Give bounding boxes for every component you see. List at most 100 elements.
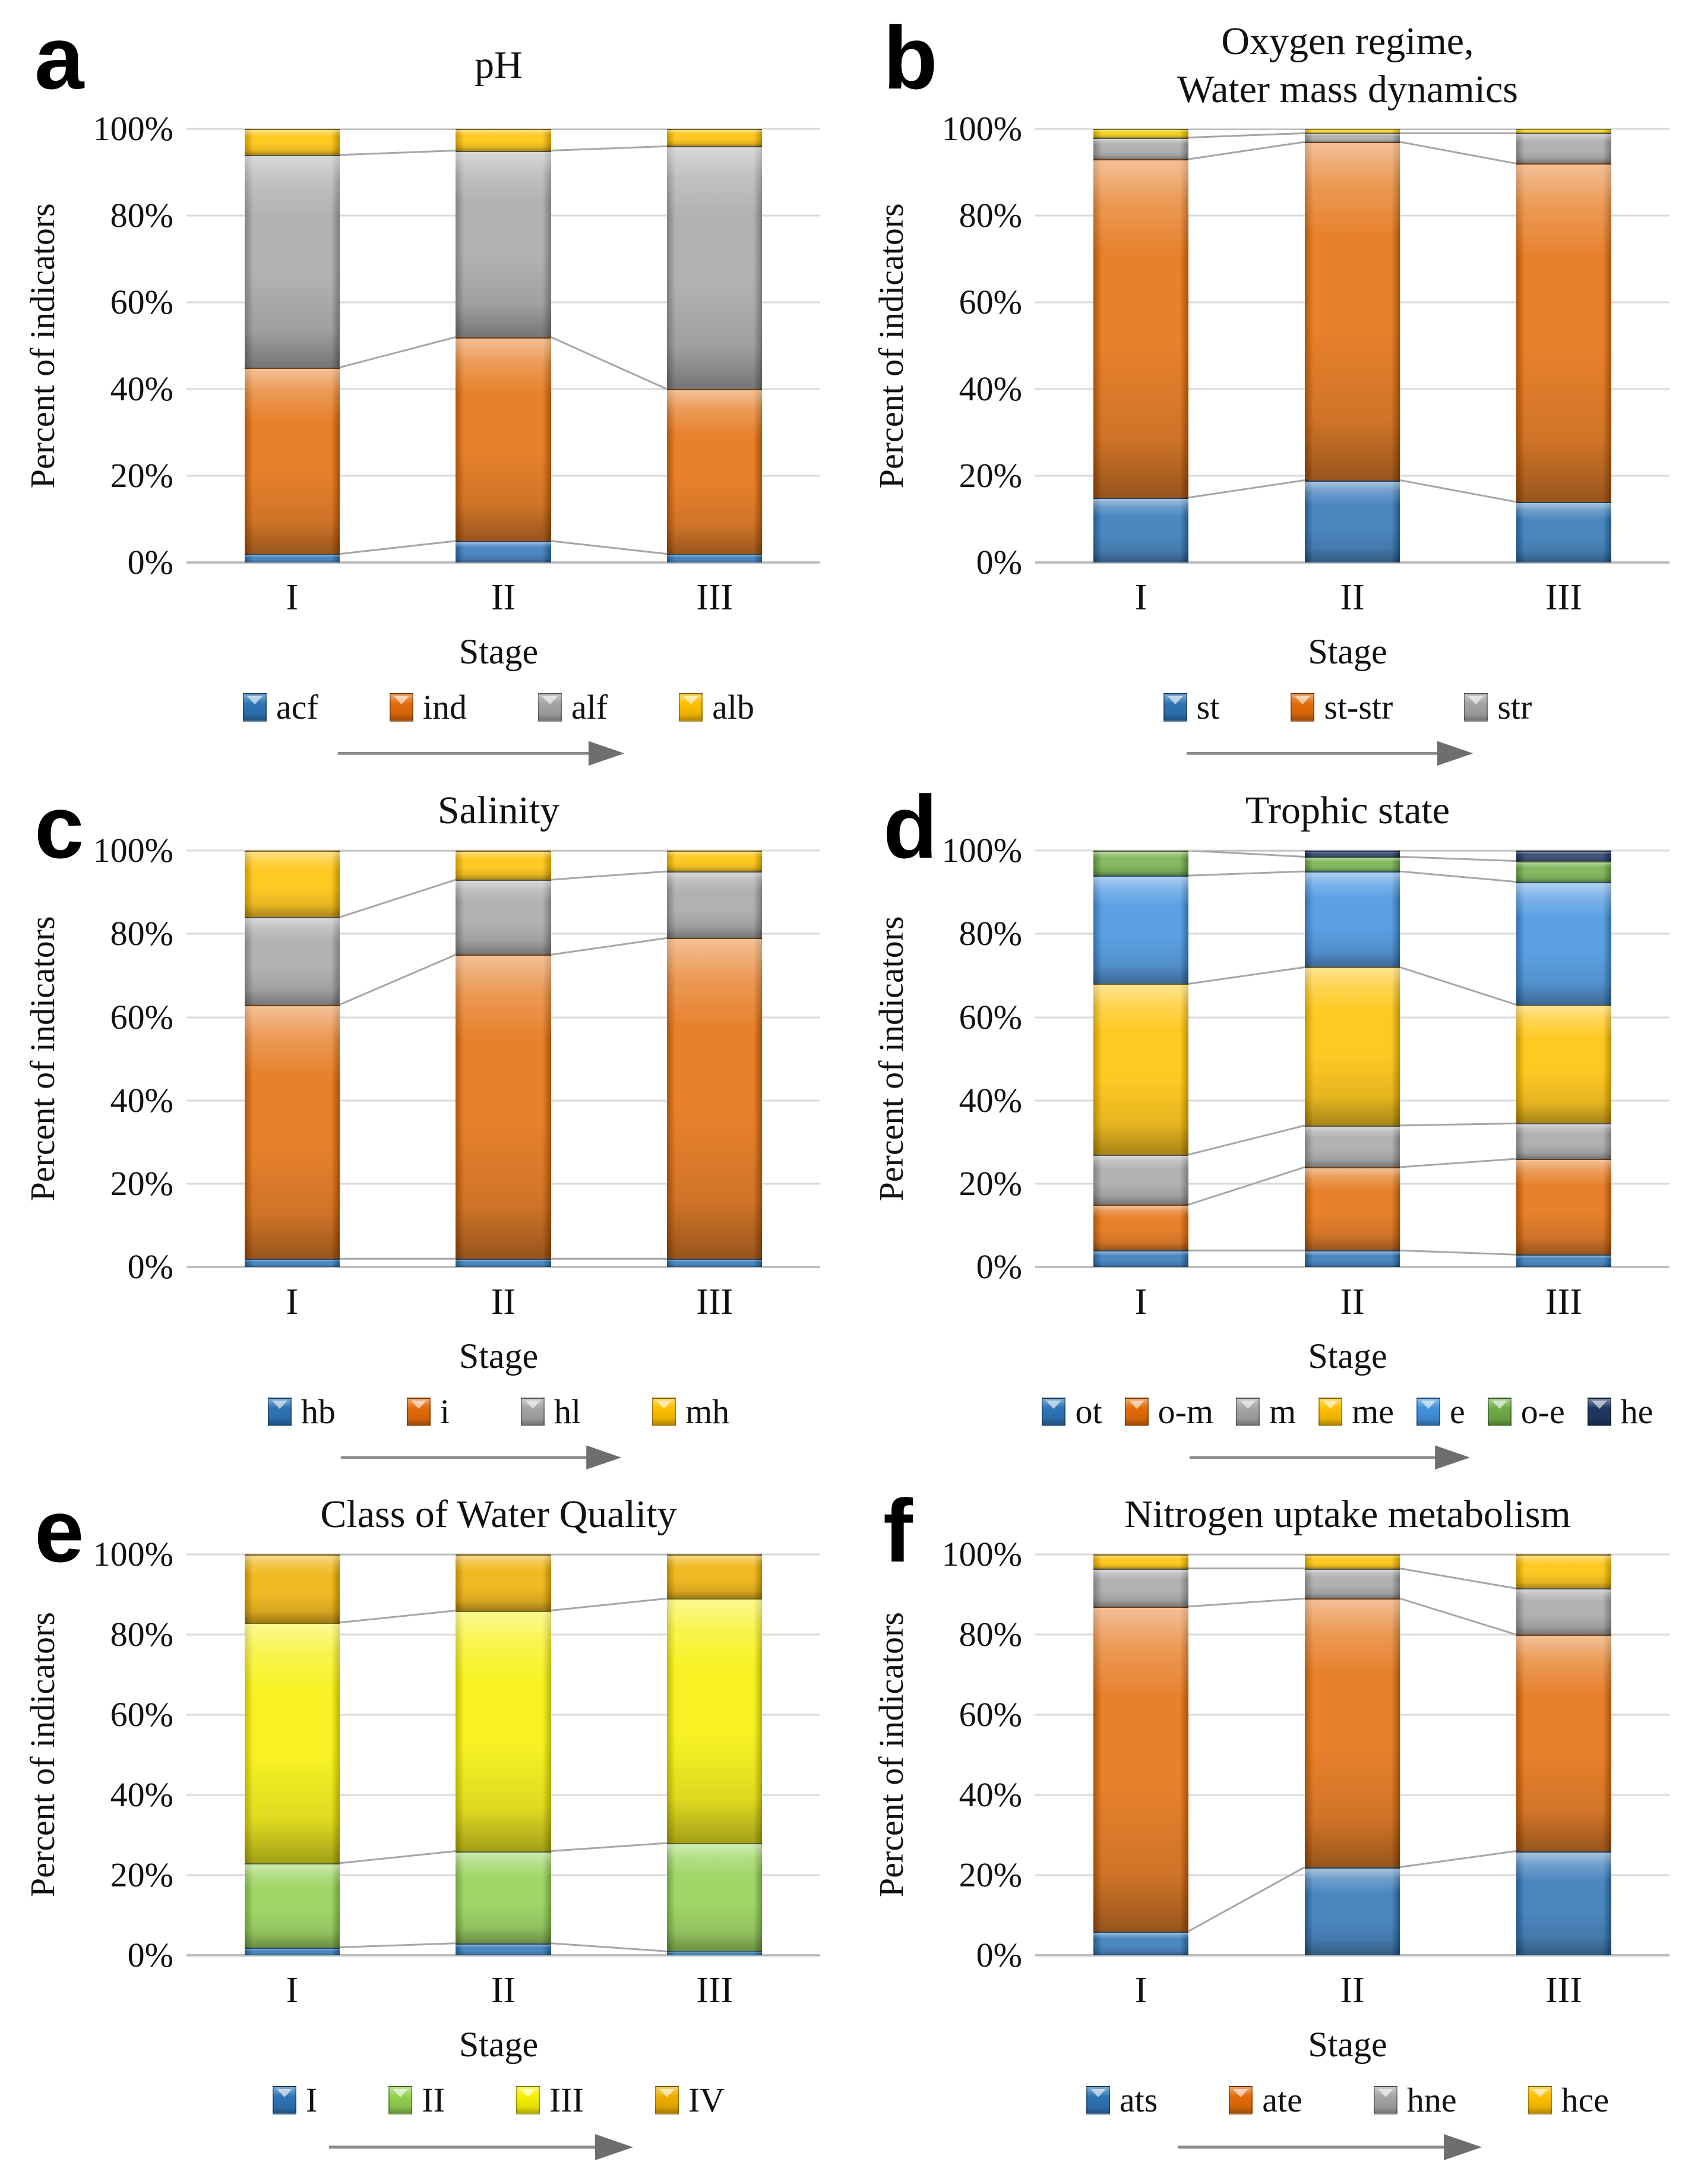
y-axis-tick-label: 80% xyxy=(110,1615,173,1654)
y-axis-tick-label: 100% xyxy=(93,1535,173,1573)
category-slot xyxy=(1035,129,1247,563)
segment-me xyxy=(1516,1004,1612,1124)
legend-item-II: II xyxy=(388,2083,445,2117)
segment-ats xyxy=(1093,1931,1189,1955)
x-axis-tick-labels: I II III xyxy=(1035,1972,1669,2009)
legend-swatch-icon xyxy=(1229,2086,1253,2115)
legend-item-hne: hne xyxy=(1373,2083,1457,2117)
legend-swatch-icon xyxy=(1318,1398,1343,1427)
trend-arrow-icon xyxy=(1189,1445,1471,1470)
segment-I xyxy=(244,1947,340,1955)
legend-item-IV: IV xyxy=(654,2083,725,2117)
segment-m xyxy=(1093,1154,1189,1205)
plot-area xyxy=(186,849,820,1269)
panel-e: e Class of Water Quality Percent of indi… xyxy=(0,1473,849,2184)
panel-d: d Trophic state Percent of indicators 0%… xyxy=(849,769,1698,1473)
x-axis-tick-label: I xyxy=(286,577,299,618)
segment-hce xyxy=(1516,1554,1612,1589)
segment-ate xyxy=(1516,1635,1612,1851)
x-axis-tick-labels: I II III xyxy=(186,1284,820,1320)
chart-title: Salinity xyxy=(18,780,831,842)
bar-stage-I xyxy=(244,1554,340,1955)
x-axis-line xyxy=(1035,1954,1669,1957)
legend-item-str: str xyxy=(1464,690,1532,725)
x-axis-tick-label: II xyxy=(1340,577,1365,618)
x-axis-title: Stage xyxy=(459,2025,539,2064)
chart-body: Percent of indicators 0% 20% 40% 60% 80% 100% xyxy=(18,112,831,580)
legend-swatch-icon xyxy=(520,1398,545,1427)
y-axis-title: Percent of indicators xyxy=(23,1612,62,1898)
legend-swatch-icon xyxy=(1291,693,1315,722)
legend-swatch-icon xyxy=(1487,1398,1512,1427)
y-axis-tick-label: 80% xyxy=(959,196,1022,235)
legend-swatch-icon xyxy=(1124,1398,1149,1427)
y-axis-tick-label: 40% xyxy=(959,369,1022,409)
chart-body: Percent of indicators 0% 20% 40% 60% 80% 100% xyxy=(867,112,1680,580)
segment-alf xyxy=(667,146,763,390)
panel-a: a pH Percent of indicators 0% 20% 40% 60% 80… xyxy=(0,0,849,769)
legend-label: II xyxy=(422,2081,445,2119)
segment-hl xyxy=(667,871,763,938)
legend-item-alf: alf xyxy=(537,688,608,727)
panel-letter: d xyxy=(883,777,938,877)
x-axis-tick-label: II xyxy=(491,1970,516,2011)
segment-acf xyxy=(667,554,763,563)
legend-swatch-icon xyxy=(679,693,703,722)
legend: I II III IV xyxy=(18,2083,831,2117)
legend-item-ind: ind xyxy=(389,690,467,725)
x-axis-title: Stage xyxy=(1308,1336,1387,1376)
segment-str xyxy=(1516,133,1612,164)
legend-item-ats: ats xyxy=(1086,2083,1158,2117)
chart: pH Percent of indicators 0% 20% 40% 60% 80% 1… xyxy=(18,11,831,769)
segment-hne xyxy=(1516,1588,1612,1635)
x-axis-tick-label: II xyxy=(491,1282,516,1323)
segment-ind xyxy=(667,389,763,554)
x-axis-tick-label: II xyxy=(1340,1282,1365,1323)
panel-c: c Salinity Percent of indicators 0% 20% 40… xyxy=(0,769,849,1473)
x-axis-tick-labels: I II III xyxy=(1035,579,1669,616)
legend-swatch-icon xyxy=(267,1398,292,1427)
y-axis-tick-label: 20% xyxy=(959,456,1022,495)
x-axis-tick-label: I xyxy=(1134,577,1147,618)
bars xyxy=(186,129,820,563)
legend-item-i: i xyxy=(406,1395,450,1429)
y-axis-tick-label: 100% xyxy=(941,109,1022,148)
segment-ats xyxy=(1516,1851,1612,1955)
legend-label: alf xyxy=(571,688,608,727)
legend-swatch-icon xyxy=(389,693,413,722)
segment-o-m xyxy=(1304,1167,1400,1251)
segment-alb xyxy=(244,129,340,155)
segment-ind xyxy=(456,337,551,541)
chart-title-line: pH xyxy=(475,43,523,87)
legend-item-he: he xyxy=(1587,1395,1653,1429)
legend-item-alb: alb xyxy=(679,690,754,725)
segment-i xyxy=(667,938,763,1259)
segment-o-e xyxy=(1304,856,1400,872)
legend-label: me xyxy=(1352,1392,1394,1431)
legend-label: str xyxy=(1497,688,1532,727)
legend-label: ate xyxy=(1262,2081,1302,2119)
segment-i xyxy=(456,954,551,1259)
y-axis-tick-label: 60% xyxy=(110,997,173,1036)
legend-swatch-icon xyxy=(406,1398,431,1427)
legend-item-st: st xyxy=(1163,690,1219,725)
segment-III xyxy=(244,1622,340,1863)
category-slot xyxy=(186,129,398,563)
chart: Salinity Percent of indicators 0% 20% 40% 6… xyxy=(18,780,831,1473)
chart-title-line: Trophic state xyxy=(1245,789,1450,833)
category-slot xyxy=(609,851,820,1268)
legend: st st-str str xyxy=(867,690,1680,725)
segment-st xyxy=(1304,480,1400,563)
segment-m xyxy=(1516,1123,1612,1159)
segment-ot xyxy=(1093,1250,1189,1268)
chart-body: Percent of indicators 0% 20% 40% 60% 80% 100% xyxy=(867,1537,1680,1973)
legend-swatch-icon xyxy=(1163,693,1187,722)
bar-stage-III xyxy=(1516,1554,1612,1955)
segment-e xyxy=(1304,871,1400,968)
bars xyxy=(186,1554,820,1955)
segment-acf xyxy=(244,554,340,563)
y-axis-tick-label: 40% xyxy=(959,1775,1022,1814)
y-axis-tick-label: 40% xyxy=(110,1080,173,1120)
legend-swatch-icon xyxy=(652,1398,676,1427)
y-axis-tick-label: 40% xyxy=(959,1080,1022,1120)
